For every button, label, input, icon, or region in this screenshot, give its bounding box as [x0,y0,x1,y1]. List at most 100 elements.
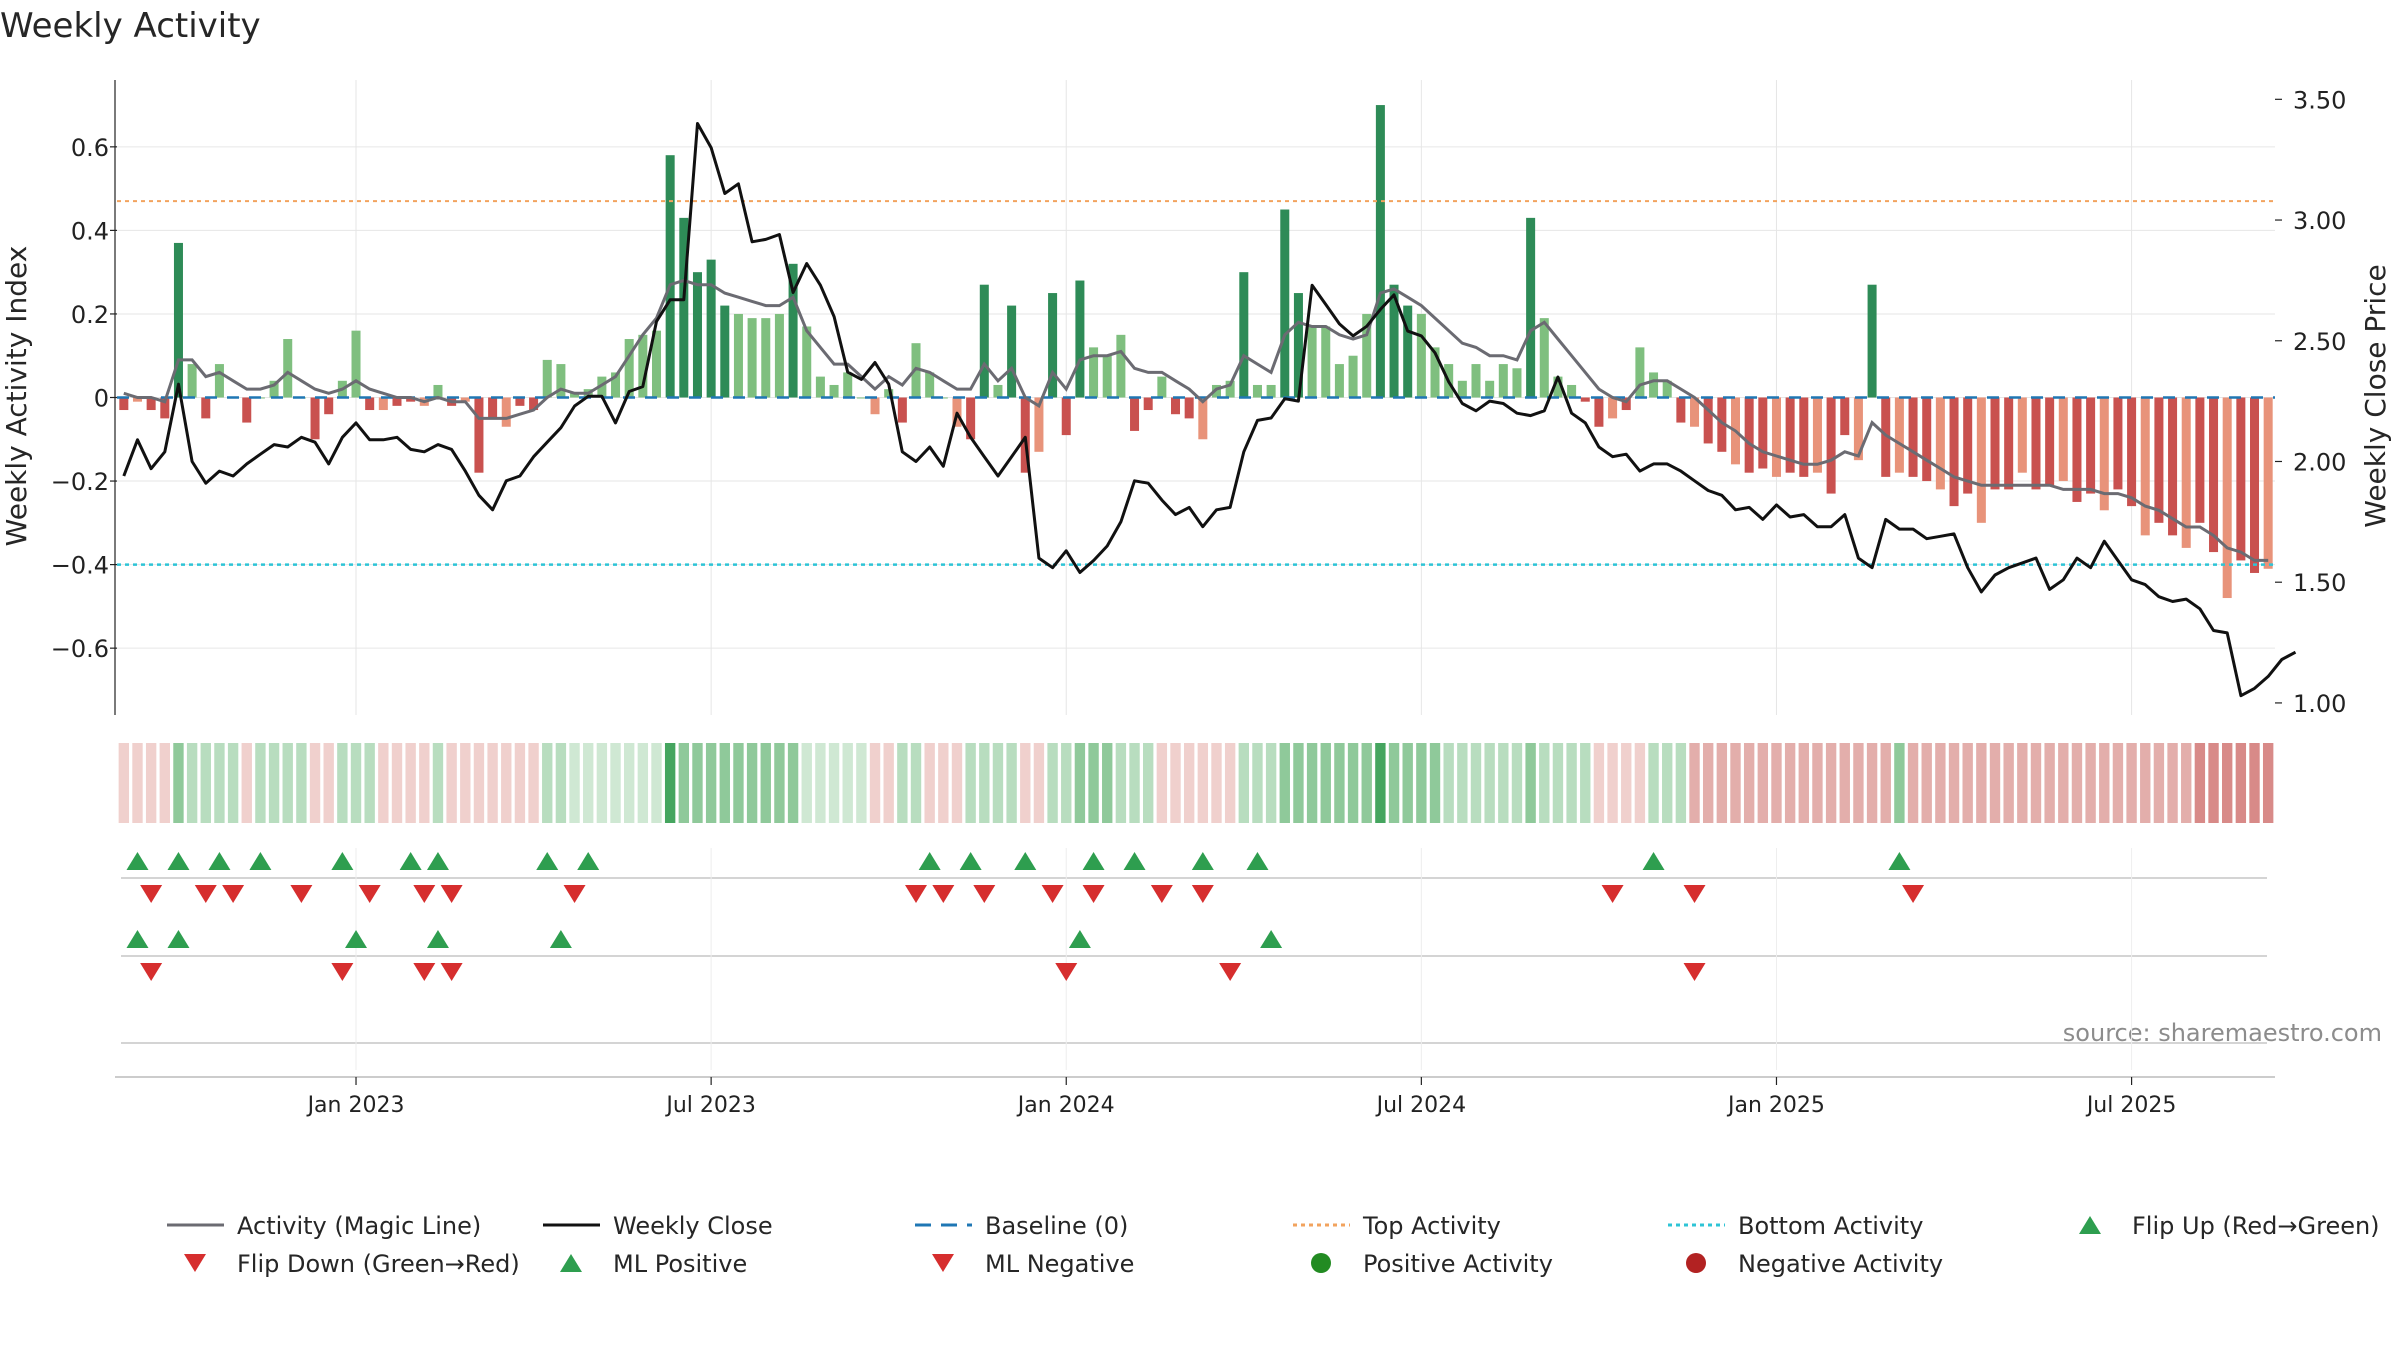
activity-bar [187,364,197,398]
strip-cell [1825,743,1837,823]
strip-cell [1839,743,1850,823]
strip-cell [241,743,252,823]
flip-up-marker [1082,852,1105,870]
strip-cell [1498,743,1509,823]
activity-bar [1635,347,1645,398]
strip-cell [159,743,170,823]
y-right-tick-label: 3.00 [2293,207,2346,235]
activity-bar [160,397,170,419]
activity-bar [2209,397,2219,553]
strip-cell [760,743,771,823]
ml-negative-marker [331,963,354,981]
activity-bar [1075,280,1085,398]
chart-title: Weekly Activity [0,6,261,46]
flip-up-marker [1246,852,1269,870]
strip-cell [1074,743,1086,823]
y-left-tick-label: 0.6 [71,134,109,162]
strip-cell [1539,743,1550,823]
strip-cell [1607,743,1618,823]
activity-bar [2072,397,2082,502]
activity-bar [1239,272,1249,398]
activity-bar [214,364,224,398]
activity-bar [1020,397,1030,473]
activity-bar [1198,397,1208,440]
strip-cell [1320,743,1331,823]
legend-item: Activity (Magic Line) [237,1212,481,1240]
flip-down-marker [222,885,245,903]
activity-bar [638,334,648,398]
strip-cell [282,743,293,823]
strip-cell [774,743,785,823]
strip-cell [432,743,444,823]
ml-negative-marker [1683,963,1706,981]
strip-cell [214,743,225,823]
strip-cell [1306,743,1318,823]
activity-bar [2113,397,2123,490]
activity-bar [1334,364,1344,398]
strip-cell [2003,743,2014,823]
strip-cell [801,743,812,823]
legend-item: Flip Down (Green→Red) [237,1250,520,1278]
activity-bar [1799,397,1809,477]
activity-bar [119,397,129,411]
y-left-tick-label: −0.4 [51,552,109,580]
flip-down-marker [413,885,436,903]
strip-cell [2140,743,2151,823]
strip-cell [1757,743,1769,823]
strip-cell [1484,743,1495,823]
ml-negative-marker [413,963,436,981]
activity-bar [2031,397,2041,490]
strip-cell [815,743,826,823]
activity-bar [1908,397,1918,477]
activity-bar [542,359,552,398]
strip-cell [132,743,143,823]
y-right-tick-label: 2.50 [2293,328,2346,356]
flip-down-marker [194,885,217,903]
activity-bar [132,397,142,402]
strip-cell [446,743,457,823]
strip-cell [323,743,334,823]
strip-cell [364,743,375,823]
activity-bar [1211,384,1221,398]
strip-cell [992,743,1004,823]
activity-bar [515,397,525,406]
strip-cell [1334,743,1345,823]
activity-bar [173,242,183,398]
activity-bar [378,397,388,411]
activity-bar [1881,397,1891,477]
activity-bar [774,313,784,398]
strip-cell [569,743,580,823]
legend-swatch-up-triangle [2079,1216,2101,1234]
strip-cell [2044,743,2055,823]
legend-item: Positive Activity [1363,1250,1553,1278]
activity-bar [365,397,375,411]
activity-bar [1225,380,1235,398]
strip-cell [1566,743,1577,823]
y-right-tick-label: 1.50 [2293,569,2346,597]
activity-bar [570,393,580,398]
activity-bar [501,397,511,427]
x-axis: Jan 2023 Jul 2023 Jan 2024 Jul 2024 Jan 2025… [115,1076,2275,1118]
activity-bar [1307,326,1317,398]
strip-cell [1088,743,1099,823]
ml-positive-marker [126,930,149,948]
flip-down-marker [973,885,996,903]
activity-bar [802,326,812,398]
strip-cell [1006,743,1017,823]
strip-cell [1211,743,1222,823]
activity-bar [597,376,607,398]
ml-positive-marker [1068,930,1091,948]
activity-bar [1471,364,1481,398]
strip-cell [1853,743,1864,823]
flip-down-marker [358,885,381,903]
activity-bar [1553,376,1563,398]
strip-cell [2126,743,2137,823]
activity-bar [146,397,156,411]
activity-bar [283,339,293,398]
activity-bar [1935,397,1945,490]
strip-cell [555,743,567,823]
ml-positive-marker [167,930,190,948]
activity-bar [488,397,498,419]
activity-bar [843,372,853,398]
legend-item: ML Positive [613,1250,747,1278]
